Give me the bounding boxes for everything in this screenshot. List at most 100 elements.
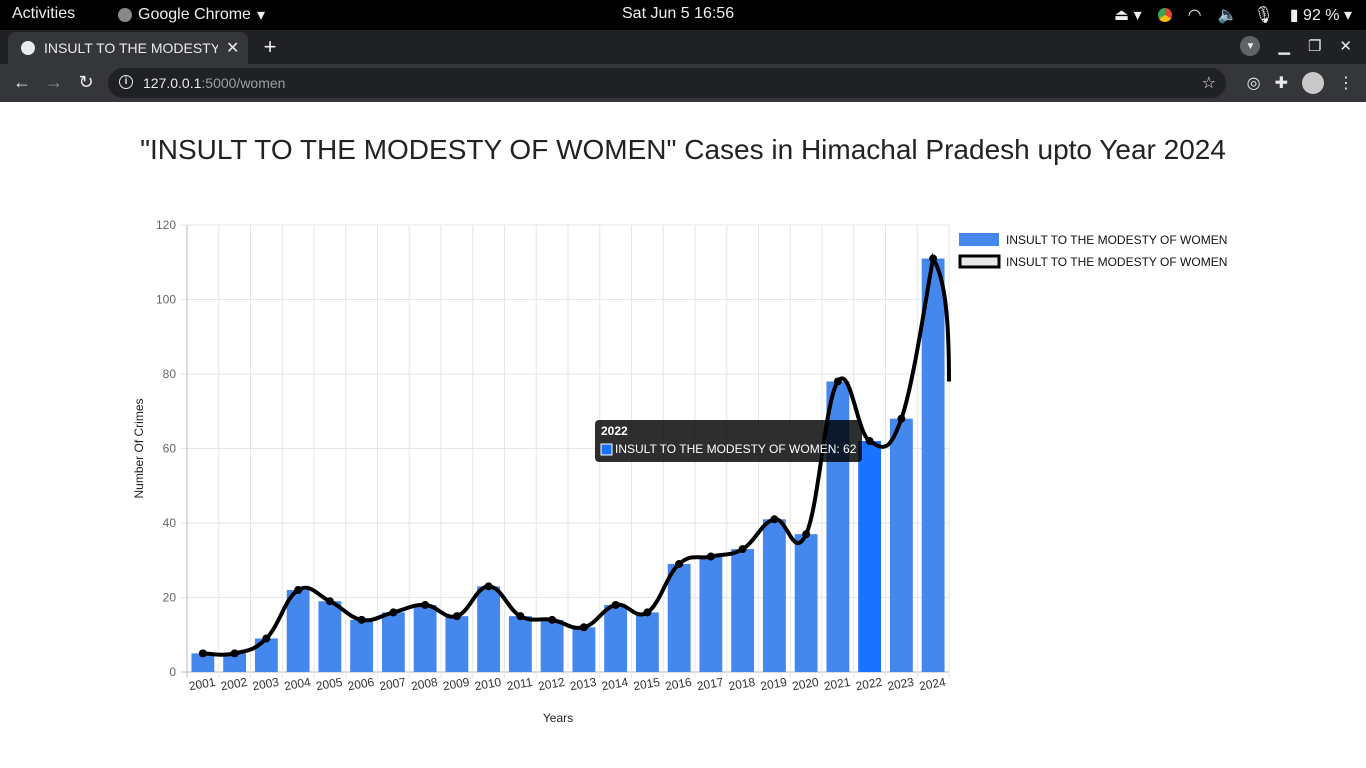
line-point xyxy=(421,601,429,609)
x-tick-label: 2009 xyxy=(442,675,471,693)
bar xyxy=(477,586,500,672)
x-tick-label: 2001 xyxy=(188,675,217,693)
tab-title: INSULT TO THE MODESTY OF WOMEN xyxy=(44,40,218,56)
reload-icon[interactable]: ↻ xyxy=(76,72,96,93)
restore-button[interactable]: ❐ xyxy=(1308,37,1321,55)
bar xyxy=(318,601,341,672)
line-point xyxy=(199,649,207,657)
site-info-icon[interactable]: i xyxy=(119,75,133,89)
close-tab-icon[interactable]: ✕ xyxy=(226,38,239,58)
bar xyxy=(604,605,627,672)
bar xyxy=(731,549,754,672)
bar xyxy=(699,557,722,672)
bar xyxy=(763,519,786,672)
address-bar[interactable]: i 127.0.0.1:5000/women ☆ xyxy=(108,68,1226,98)
menu-icon[interactable]: ⋮ xyxy=(1338,73,1354,93)
line-point xyxy=(834,377,842,385)
bar xyxy=(890,419,913,672)
system-tray[interactable]: ⏏ ▾ ◠ 🔈 🎙 ▮ 92 % ▾ xyxy=(1114,5,1352,25)
line-point xyxy=(643,608,651,616)
legend-swatch-bar xyxy=(959,233,999,246)
system-top-bar: Activities Google Chrome ▾ Sat Jun 5 16:… xyxy=(0,0,1366,30)
x-tick-label: 2017 xyxy=(696,675,725,693)
x-tick-label: 2007 xyxy=(378,675,407,693)
line-point xyxy=(739,545,747,553)
app-name: Google Chrome xyxy=(138,6,251,24)
battery-status: ▮ 92 % ▾ xyxy=(1290,5,1352,25)
chrome-tray-icon[interactable] xyxy=(1158,8,1172,22)
browser-tab[interactable]: INSULT TO THE MODESTY OF WOMEN ✕ xyxy=(8,32,248,64)
eject-icon[interactable]: ⏏ ▾ xyxy=(1114,5,1142,25)
legend-label: INSULT TO THE MODESTY OF WOMEN xyxy=(1006,233,1227,247)
line-point xyxy=(866,437,874,445)
x-tick-label: 2015 xyxy=(632,675,661,693)
x-tick-label: 2004 xyxy=(283,675,312,693)
y-tick-label: 0 xyxy=(169,665,176,679)
battery-percent: 92 % xyxy=(1303,7,1339,25)
bar xyxy=(636,612,659,672)
extension-icon[interactable]: ◎ xyxy=(1247,73,1261,93)
legend-label: INSULT TO THE MODESTY OF WOMEN xyxy=(1006,255,1227,269)
bar xyxy=(922,259,945,672)
app-menu[interactable]: Google Chrome ▾ xyxy=(118,5,265,25)
bar xyxy=(858,441,881,672)
activities-button[interactable]: Activities xyxy=(12,5,75,23)
x-tick-label: 2021 xyxy=(823,675,852,693)
x-tick-label: 2024 xyxy=(918,675,947,693)
extensions-area: ◎ ✚ ⋮ xyxy=(1247,72,1354,94)
line-point xyxy=(231,649,239,657)
line-point xyxy=(485,582,493,590)
chrome-icon xyxy=(118,8,132,22)
tab-search-icon[interactable]: ▼ xyxy=(1240,36,1260,56)
y-axis-title: Number Of Crimes xyxy=(132,398,146,498)
clock[interactable]: Sat Jun 5 16:56 xyxy=(622,5,734,23)
x-tick-label: 2018 xyxy=(728,675,757,693)
line-point xyxy=(389,608,397,616)
minimize-button[interactable]: ▁ xyxy=(1278,37,1290,55)
back-icon[interactable]: ← xyxy=(12,72,32,93)
x-tick-label: 2012 xyxy=(537,675,566,693)
avatar[interactable] xyxy=(1302,72,1324,94)
x-tick-label: 2014 xyxy=(601,675,630,693)
x-tick-label: 2002 xyxy=(220,675,249,693)
bar xyxy=(350,620,373,672)
line-point xyxy=(707,553,715,561)
microphone-icon: 🎙 xyxy=(1253,5,1273,25)
page-title: "INSULT TO THE MODESTY OF WOMEN" Cases i… xyxy=(0,134,1366,166)
tooltip-label: INSULT TO THE MODESTY OF WOMEN: 62 xyxy=(615,442,857,456)
close-window-button[interactable]: ✕ xyxy=(1339,37,1352,55)
line-point xyxy=(453,612,461,620)
line-point xyxy=(675,560,683,568)
x-tick-label: 2010 xyxy=(474,675,503,693)
bar xyxy=(445,616,468,672)
bar xyxy=(541,620,564,672)
bar xyxy=(509,616,532,672)
chart-legend: INSULT TO THE MODESTY OF WOMEN INSULT TO … xyxy=(959,233,1227,269)
puzzle-icon[interactable]: ✚ xyxy=(1275,73,1288,93)
window-controls: ▼ ▁ ❐ ✕ xyxy=(1240,36,1352,56)
bar xyxy=(414,605,437,672)
tooltip-swatch xyxy=(601,444,612,455)
line-point xyxy=(612,601,620,609)
x-tick-label: 2005 xyxy=(315,675,344,693)
line-point xyxy=(770,515,778,523)
bookmark-star-icon[interactable]: ☆ xyxy=(1202,73,1216,93)
url-text[interactable]: 127.0.0.1:5000/women xyxy=(143,75,285,91)
chevron-down-icon: ▾ xyxy=(257,5,265,25)
line-point xyxy=(262,634,270,642)
tab-strip: INSULT TO THE MODESTY OF WOMEN ✕ + ▼ ▁ ❐… xyxy=(0,30,1366,64)
tooltip-title: 2022 xyxy=(601,424,628,438)
x-tick-label: 2013 xyxy=(569,675,598,693)
forward-icon[interactable]: → xyxy=(44,72,64,93)
new-tab-button[interactable]: + xyxy=(258,34,282,60)
bar xyxy=(572,627,595,672)
line-point xyxy=(548,616,556,624)
volume-icon: 🔈 xyxy=(1218,5,1238,25)
x-tick-label: 2020 xyxy=(791,675,820,693)
x-tick-label: 2019 xyxy=(759,675,788,693)
x-tick-label: 2003 xyxy=(251,675,280,693)
y-tick-label: 80 xyxy=(163,367,177,381)
y-tick-label: 100 xyxy=(156,293,176,307)
bar xyxy=(795,534,818,672)
